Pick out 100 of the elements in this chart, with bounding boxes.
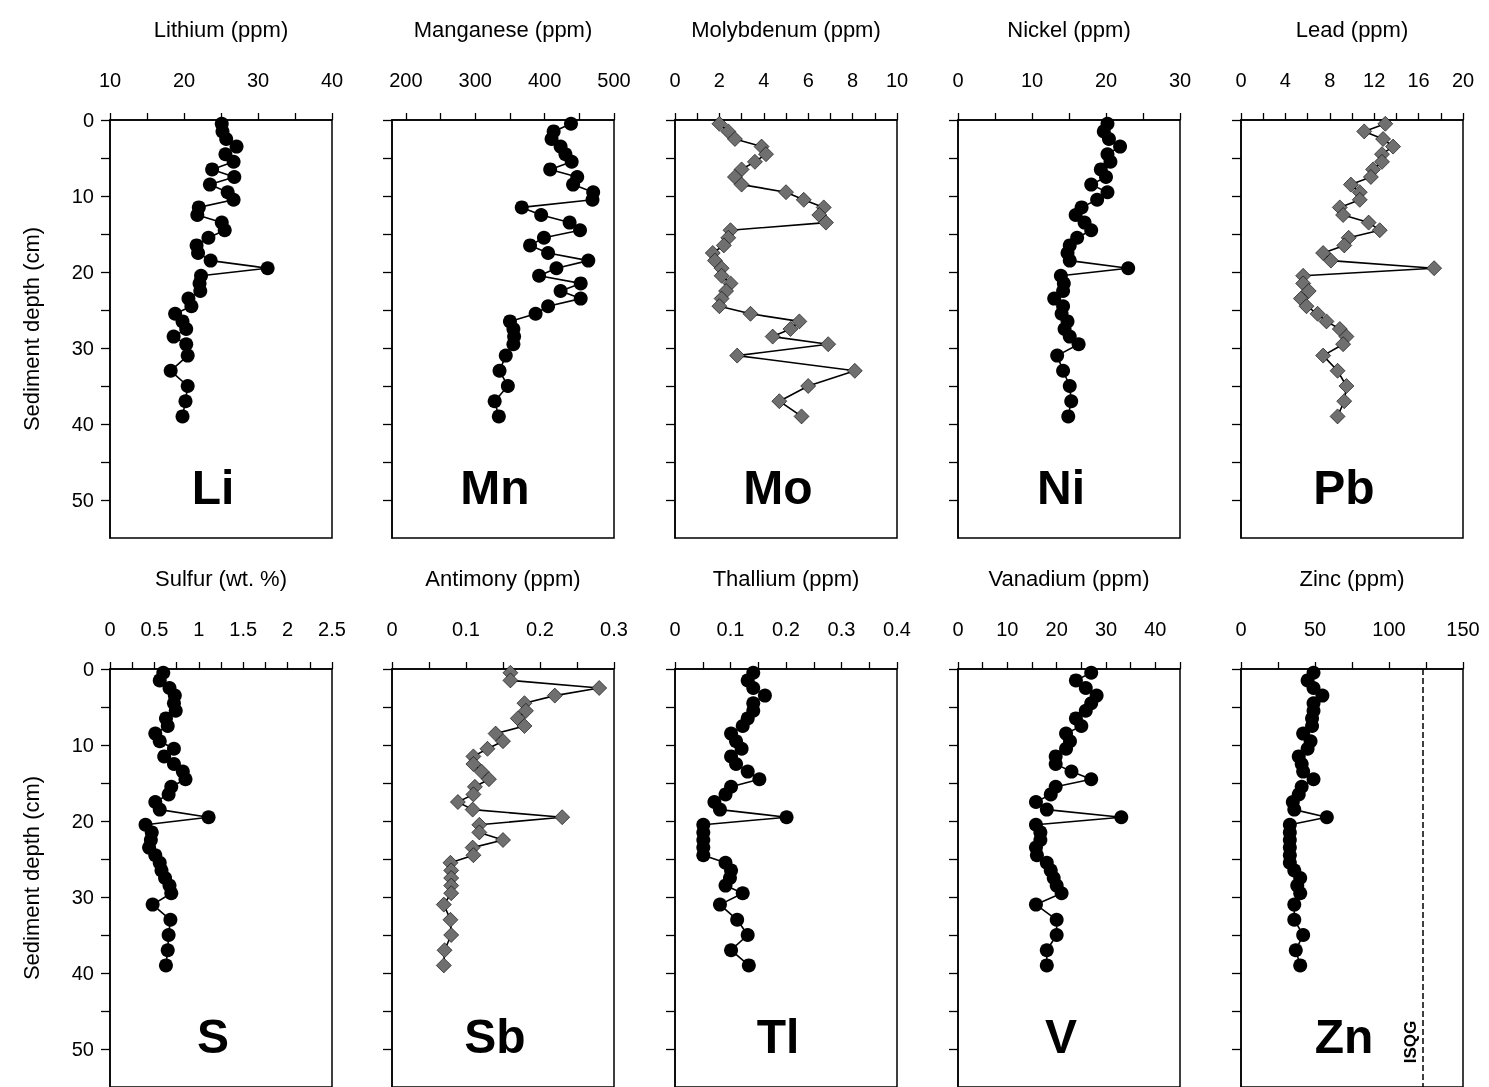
point: [506, 337, 521, 352]
x-tick-label: 50: [1303, 618, 1327, 640]
point: [514, 200, 529, 215]
point: [1078, 681, 1093, 695]
point: [1296, 764, 1311, 779]
point: [217, 223, 232, 238]
x-axis-title: Vanadium (ppm): [988, 565, 1150, 591]
point: [532, 268, 547, 283]
point: [1062, 329, 1077, 344]
point: [718, 787, 733, 802]
point: [1426, 260, 1442, 276]
point: [741, 958, 756, 973]
point: [191, 246, 206, 260]
x-tick-label: 1: [193, 618, 205, 640]
point: [1056, 363, 1071, 378]
point: [573, 223, 588, 238]
point: [764, 328, 781, 345]
point: [1385, 138, 1401, 155]
point: [793, 408, 810, 425]
x-tick-label: 0.1: [716, 618, 745, 640]
point: [1062, 253, 1077, 268]
x-tick-label: 20: [1045, 618, 1068, 640]
point: [190, 208, 205, 222]
annotation: Li: [191, 461, 235, 515]
point: [495, 733, 511, 749]
annotation: Zn: [1314, 1010, 1374, 1064]
point: [436, 942, 453, 958]
x-tick-label: 2: [282, 618, 294, 640]
point: [729, 757, 744, 771]
point: [1309, 306, 1326, 322]
point: [1084, 665, 1099, 680]
y-tick-label: 50: [71, 489, 94, 511]
y-tick-label: 40: [71, 413, 94, 435]
x-tick-label: 30: [1094, 618, 1118, 640]
point: [1064, 764, 1079, 779]
point: [1074, 719, 1089, 733]
point: [518, 703, 534, 719]
x-tick-label: 4: [1279, 69, 1291, 91]
point: [543, 162, 558, 177]
point: [1084, 177, 1099, 192]
point: [735, 886, 750, 901]
point: [184, 299, 199, 314]
point: [219, 132, 234, 146]
x-tick-label: 0.2: [772, 618, 800, 640]
x-tick-label: 20: [172, 69, 196, 91]
point: [487, 725, 504, 742]
x-tick-label: 0: [952, 618, 964, 640]
point: [734, 741, 749, 756]
point: [1315, 245, 1331, 261]
point: [1101, 132, 1116, 146]
point: [1296, 928, 1311, 942]
point: [465, 786, 482, 803]
point: [1336, 393, 1353, 409]
annotation: Mn: [460, 461, 530, 515]
point: [573, 291, 588, 306]
x-axis-title: Sulfur (wt. %): [154, 565, 288, 591]
x-tick-label: 0: [1235, 69, 1247, 91]
annotation: Mo: [743, 461, 813, 515]
point: [820, 336, 836, 352]
point: [549, 261, 564, 276]
point: [716, 237, 732, 254]
x-tick-label: 30: [1168, 69, 1192, 91]
point: [226, 192, 241, 207]
point: [553, 284, 568, 298]
point: [1100, 185, 1115, 200]
y-tick-label: 0: [82, 658, 94, 680]
x-tick-label: 4: [758, 69, 770, 91]
point: [1050, 348, 1065, 363]
point: [562, 215, 577, 230]
y-tick-label: 20: [71, 261, 94, 283]
point: [495, 832, 511, 848]
point: [778, 184, 794, 200]
point: [168, 703, 183, 718]
point: [1062, 379, 1077, 393]
x-tick-label: 2: [713, 69, 725, 91]
point: [547, 687, 563, 704]
point: [1084, 772, 1099, 787]
point: [727, 131, 743, 147]
point: [161, 787, 176, 802]
x-tick-label: 16: [1407, 69, 1430, 91]
point: [179, 337, 194, 352]
x-tick-label: 1.5: [229, 618, 258, 640]
point: [1329, 408, 1346, 425]
point: [158, 958, 173, 973]
point: [564, 116, 578, 131]
point: [1306, 681, 1321, 695]
point: [1049, 928, 1064, 942]
point: [523, 238, 538, 253]
x-tick-label: 8: [1324, 69, 1336, 91]
annotation: S: [196, 1010, 230, 1064]
y-tick-label: 0: [82, 109, 94, 131]
point: [711, 116, 728, 132]
point: [534, 208, 549, 222]
point: [1306, 772, 1321, 787]
point: [510, 710, 526, 727]
point: [1375, 131, 1391, 147]
point: [1377, 116, 1394, 132]
point: [1288, 943, 1303, 958]
point: [1054, 886, 1069, 901]
point: [541, 299, 556, 314]
